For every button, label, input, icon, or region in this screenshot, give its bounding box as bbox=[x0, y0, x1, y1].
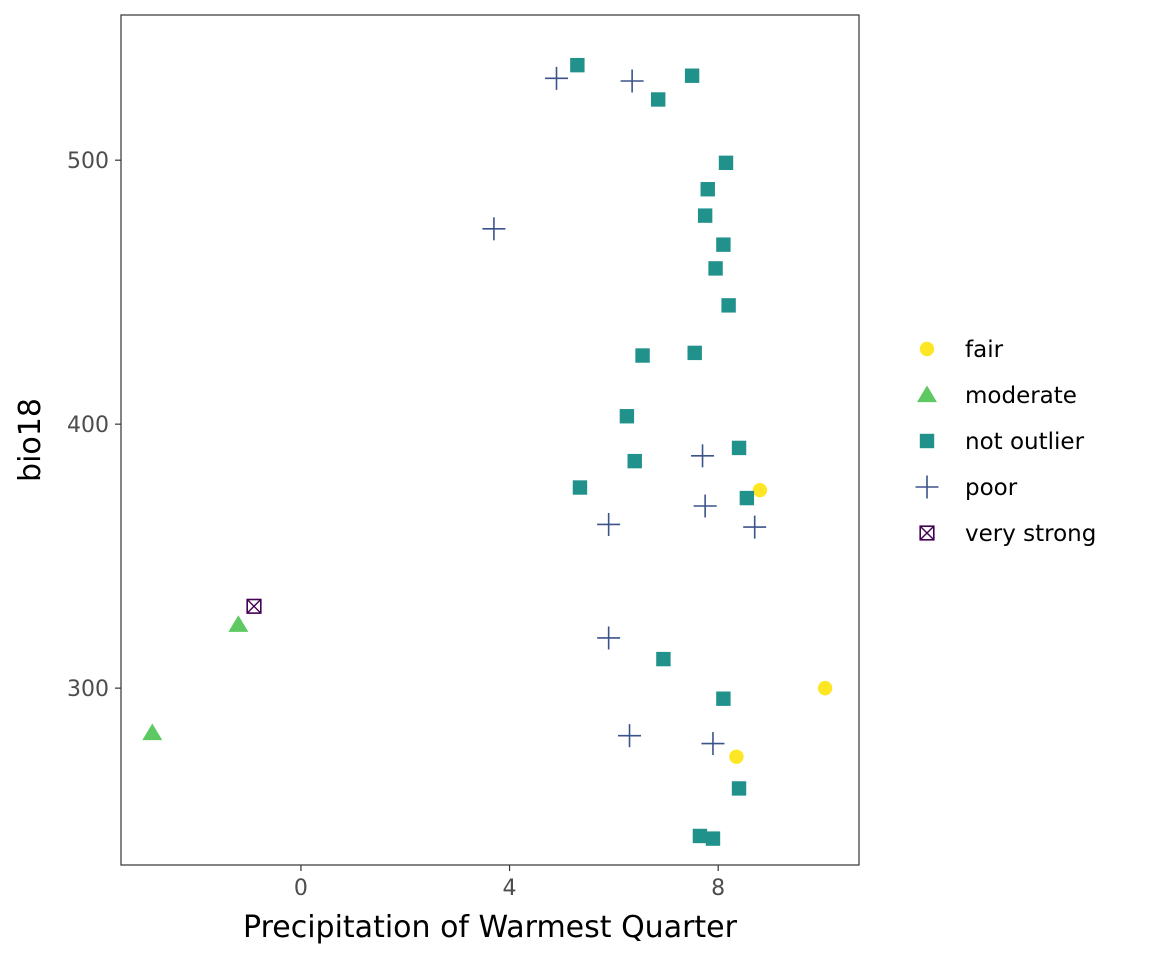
point-poor-0 bbox=[544, 66, 568, 90]
legend-key-fair bbox=[919, 341, 935, 357]
point-poor-2 bbox=[482, 217, 506, 241]
point-not-outlier-16 bbox=[656, 651, 671, 667]
point-fair-2 bbox=[729, 749, 744, 764]
point-poor-3 bbox=[691, 444, 715, 468]
legend-key-not-outlier bbox=[919, 433, 935, 449]
point-not-outlier-17 bbox=[716, 691, 731, 706]
point-not-outlier-20 bbox=[705, 831, 721, 846]
legend-label-poor: poor bbox=[965, 475, 1018, 501]
y-tick-label-1: 400 bbox=[67, 413, 109, 438]
point-poor-5 bbox=[597, 512, 621, 536]
point-moderate-1 bbox=[142, 723, 163, 741]
point-not-outlier-8 bbox=[721, 298, 736, 313]
points-layer bbox=[142, 57, 833, 846]
x-axis-title: Precipitation of Warmest Quarter bbox=[243, 910, 738, 945]
point-not-outlier-3 bbox=[718, 155, 734, 171]
y-tick-label-2: 500 bbox=[67, 149, 109, 174]
legend-label-very-strong: very strong bbox=[965, 521, 1096, 547]
point-not-outlier-15 bbox=[739, 490, 755, 506]
point-poor-6 bbox=[743, 515, 767, 539]
point-not-outlier-19 bbox=[692, 828, 708, 844]
point-not-outlier-5 bbox=[697, 208, 713, 223]
legend-label-fair: fair bbox=[965, 337, 1004, 363]
point-moderate-0 bbox=[228, 615, 249, 632]
point-not-outlier-1 bbox=[684, 68, 700, 83]
point-very-strong-0 bbox=[246, 598, 262, 614]
legend-key-moderate bbox=[917, 385, 937, 403]
point-poor-8 bbox=[618, 724, 642, 748]
legend-key-very-strong bbox=[919, 525, 935, 541]
point-poor-1 bbox=[620, 69, 644, 93]
point-not-outlier-11 bbox=[619, 409, 635, 424]
x-tick-label-0: 0 bbox=[294, 876, 308, 901]
legend-key-poor bbox=[915, 475, 939, 499]
legend: fair moderate not outlier poor very strong bbox=[915, 337, 1096, 547]
point-not-outlier-2 bbox=[651, 92, 666, 107]
x-tick-label-2: 8 bbox=[711, 876, 725, 901]
point-not-outlier-0 bbox=[570, 57, 585, 73]
legend-label-moderate: moderate bbox=[965, 383, 1077, 409]
point-fair-1 bbox=[817, 680, 833, 696]
point-not-outlier-14 bbox=[572, 480, 588, 495]
point-not-outlier-13 bbox=[627, 453, 642, 469]
point-not-outlier-9 bbox=[635, 348, 650, 363]
x-tick-label-1: 4 bbox=[503, 876, 517, 901]
plot-border bbox=[120, 14, 860, 866]
point-poor-9 bbox=[701, 732, 725, 756]
point-not-outlier-10 bbox=[687, 345, 702, 361]
point-not-outlier-4 bbox=[700, 182, 715, 197]
point-poor-7 bbox=[597, 626, 621, 650]
point-not-outlier-7 bbox=[708, 261, 723, 276]
point-fair-0 bbox=[752, 482, 768, 498]
point-not-outlier-18 bbox=[731, 781, 747, 796]
axes-layer: 0 4 8 300 400 500 bbox=[67, 149, 725, 901]
point-not-outlier-12 bbox=[731, 440, 747, 456]
point-poor-4 bbox=[693, 494, 717, 518]
y-tick-label-0: 300 bbox=[67, 677, 109, 702]
point-not-outlier-6 bbox=[716, 237, 731, 252]
y-axis-title: bio18 bbox=[13, 398, 48, 482]
legend-label-not-outlier: not outlier bbox=[965, 429, 1085, 455]
plot-panel bbox=[120, 14, 860, 866]
